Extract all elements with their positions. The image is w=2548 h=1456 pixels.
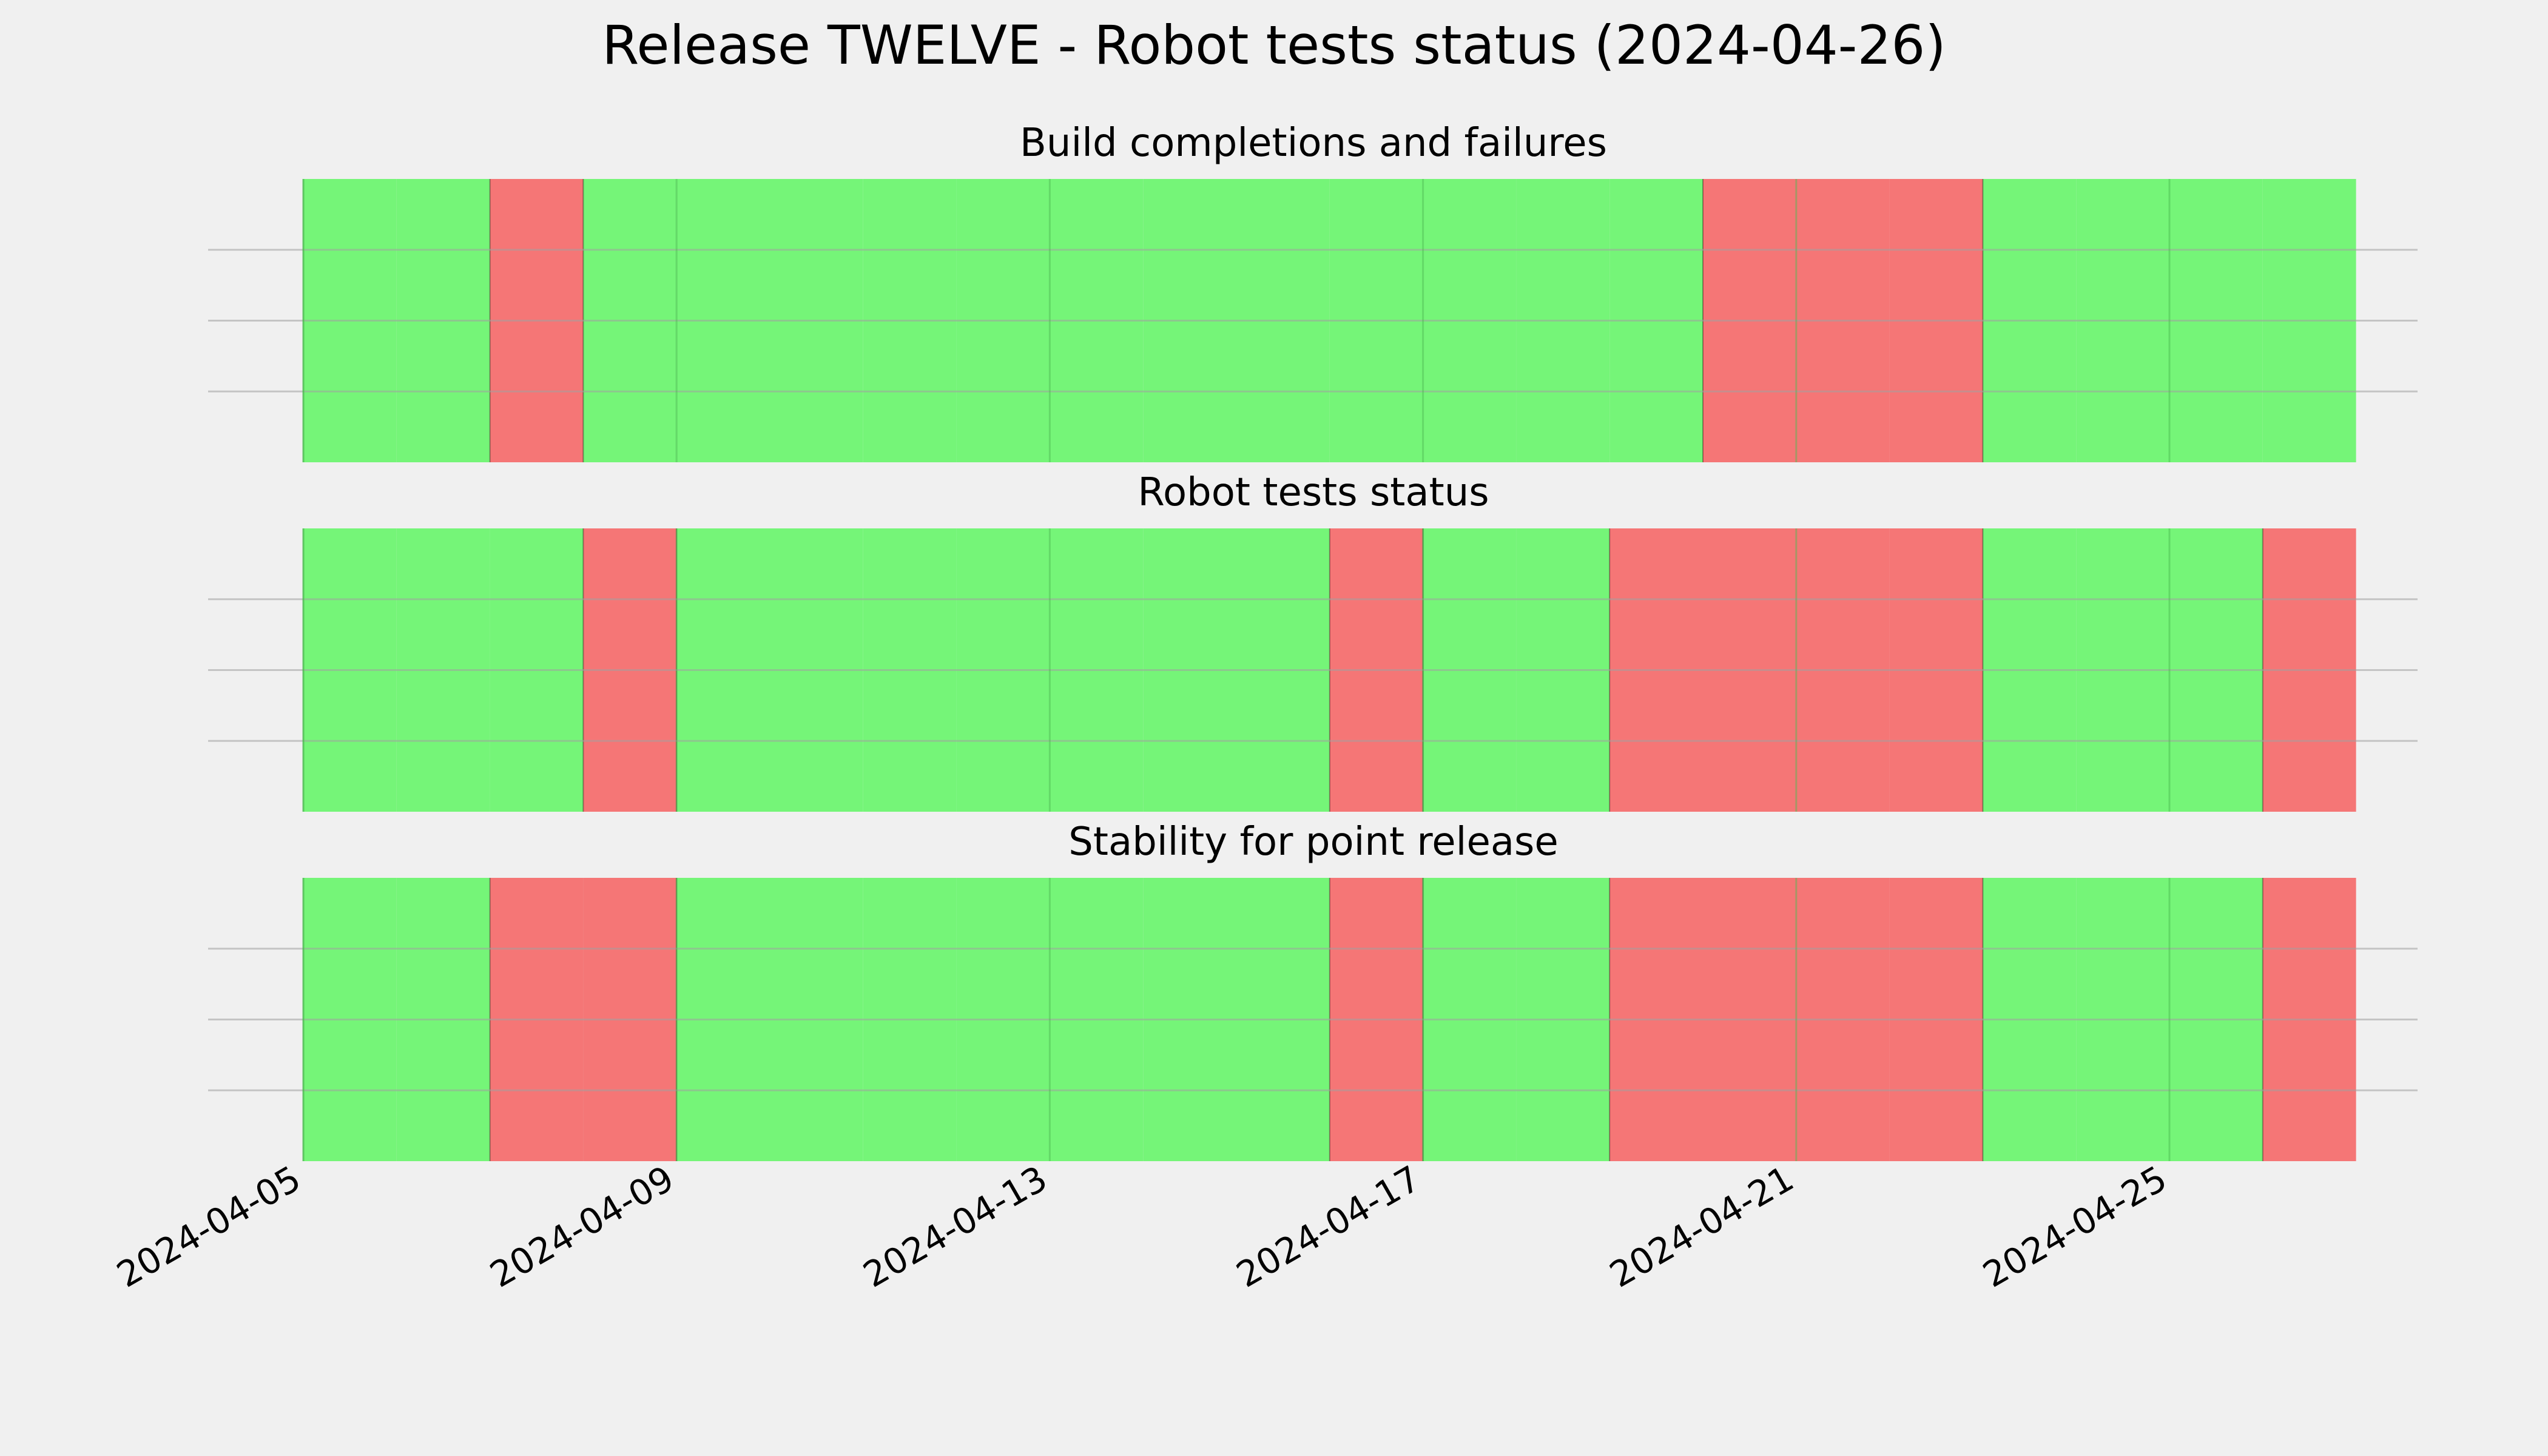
panel-title: Robot tests status xyxy=(1138,470,1489,515)
panel: Stability for point release xyxy=(208,820,2418,1161)
panel-title: Stability for point release xyxy=(1068,820,1559,864)
panel-title: Build completions and failures xyxy=(1020,121,1607,166)
panel: Robot tests status xyxy=(208,470,2418,812)
chart-title: Release TWELVE - Robot tests status (202… xyxy=(602,14,1946,76)
panels: Build completions and failures Robot test… xyxy=(208,121,2418,1161)
panel: Build completions and failures xyxy=(208,121,2418,462)
